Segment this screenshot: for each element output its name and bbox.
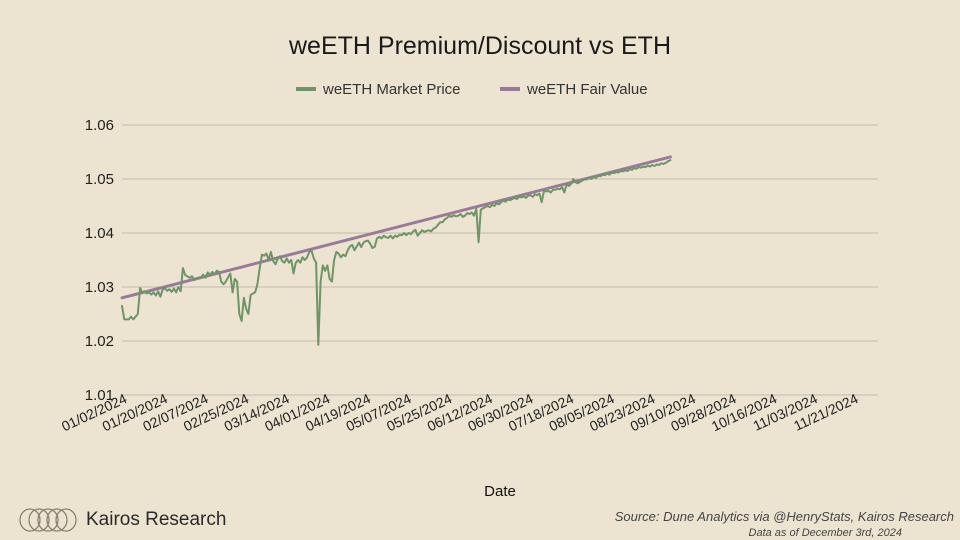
chart-title: weETH Premium/Discount vs ETH bbox=[288, 32, 671, 60]
y-tick-label: 1.04 bbox=[85, 225, 114, 242]
legend: weETH Market Price weETH Fair Value bbox=[296, 81, 648, 98]
kairos-logo-icon bbox=[19, 508, 77, 532]
x-axis-label: Date bbox=[484, 483, 516, 500]
x-axis-ticks: 01/02/202401/20/202402/07/202402/25/2024… bbox=[59, 390, 861, 434]
brand-name: Kairos Research bbox=[86, 509, 227, 530]
y-tick-label: 1.05 bbox=[85, 171, 114, 188]
y-tick-label: 1.03 bbox=[85, 279, 114, 296]
series-line-market-price bbox=[121, 159, 672, 346]
grid bbox=[122, 124, 878, 396]
source-note: Source: Dune Analytics via @HenryStats, … bbox=[614, 509, 954, 524]
y-axis-ticks: 1.01 1.02 1.03 1.04 1.05 1.06 bbox=[85, 117, 114, 404]
y-tick-label: 1.01 bbox=[85, 387, 114, 404]
legend-label-market: weETH Market Price bbox=[322, 81, 461, 98]
data-as-of-note: Data as of December 3rd, 2024 bbox=[748, 527, 902, 539]
series bbox=[120, 155, 672, 346]
y-tick-label: 1.02 bbox=[85, 333, 114, 350]
y-tick-label: 1.06 bbox=[85, 117, 114, 134]
legend-label-fair: weETH Fair Value bbox=[526, 81, 648, 98]
